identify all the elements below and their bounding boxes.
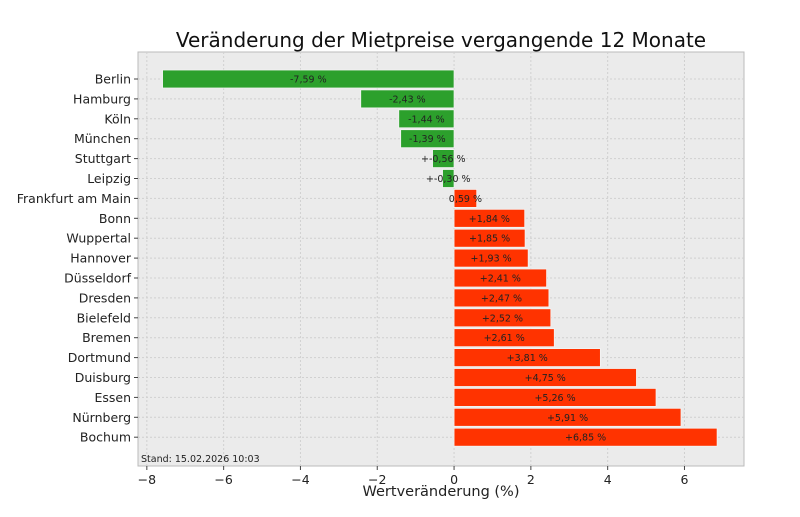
data-label: +3,81 % bbox=[507, 353, 548, 364]
data-label: -7,59 % bbox=[290, 75, 327, 86]
data-label: +2,52 % bbox=[482, 313, 523, 324]
x-tick-label: −6 bbox=[214, 472, 232, 487]
data-label: -2,43 % bbox=[389, 94, 426, 105]
bar-Bonn bbox=[453, 208, 526, 228]
y-tick-label: Berlin bbox=[95, 72, 131, 87]
bar-Düsseldorf bbox=[453, 268, 548, 288]
data-label: +1,85 % bbox=[469, 234, 510, 245]
data-label: 0,59 % bbox=[449, 194, 482, 205]
bar-Berlin bbox=[162, 69, 455, 89]
y-tick-label: Düsseldorf bbox=[64, 271, 131, 286]
data-label: +-0,30 % bbox=[426, 174, 471, 185]
data-label: +5,26 % bbox=[534, 393, 575, 404]
y-tick-label: Hamburg bbox=[73, 91, 131, 106]
x-tick-label: 0 bbox=[450, 472, 458, 487]
y-tick-label: Dortmund bbox=[68, 350, 131, 365]
data-label: +1,93 % bbox=[471, 254, 512, 265]
data-label: -1,39 % bbox=[409, 134, 446, 145]
x-tick-label: 4 bbox=[604, 472, 612, 487]
y-tick-label: Nürnberg bbox=[72, 410, 131, 425]
timestamp-annotation: Stand: 15.02.2026 10:03 bbox=[141, 454, 260, 465]
bar-München bbox=[400, 129, 455, 149]
y-tick-label: Bochum bbox=[80, 430, 131, 445]
bar-Essen bbox=[453, 387, 657, 407]
y-tick-label: Leipzig bbox=[87, 171, 131, 186]
y-tick-label: Köln bbox=[104, 111, 131, 126]
bar-Köln bbox=[398, 109, 455, 129]
data-label: +5,91 % bbox=[547, 413, 588, 424]
data-label: -1,44 % bbox=[408, 114, 445, 125]
y-tick-label: Dresden bbox=[79, 290, 131, 305]
y-tick-label: Stuttgart bbox=[75, 151, 131, 166]
bar-Hamburg bbox=[360, 89, 455, 109]
x-axis-label: Wertveränderung (%) bbox=[363, 484, 520, 500]
data-label: +2,61 % bbox=[484, 333, 525, 344]
y-tick-label: Bonn bbox=[99, 211, 131, 226]
data-label: +2,47 % bbox=[481, 293, 522, 304]
data-label: +2,41 % bbox=[480, 274, 521, 285]
bar-Bielefeld bbox=[453, 308, 552, 328]
y-tick-label: Essen bbox=[94, 390, 131, 405]
bar-Dortmund bbox=[453, 348, 601, 368]
y-tick-label: Wuppertal bbox=[66, 231, 131, 246]
bar-Hannover bbox=[453, 248, 529, 268]
bar-Nürnberg bbox=[453, 407, 682, 427]
bar-Duisburg bbox=[453, 368, 637, 387]
data-label: +6,85 % bbox=[565, 433, 606, 444]
y-tick-label: Duisburg bbox=[75, 370, 131, 385]
x-tick-label: 2 bbox=[527, 472, 535, 487]
y-tick-label: Bremen bbox=[82, 330, 131, 345]
bar-Wuppertal bbox=[453, 228, 526, 248]
y-tick-label: Hannover bbox=[70, 251, 132, 266]
y-tick-label: Bielefeld bbox=[77, 310, 131, 325]
bar-Stuttgart bbox=[432, 149, 455, 169]
x-tick-label: −8 bbox=[138, 472, 156, 487]
bar-Dresden bbox=[453, 288, 550, 308]
x-tick-label: 6 bbox=[680, 472, 688, 487]
y-tick-label: München bbox=[74, 131, 131, 146]
bar-Frankfurt am Main bbox=[453, 188, 478, 208]
bar-Leipzig bbox=[442, 169, 455, 188]
x-tick-label: −2 bbox=[368, 472, 386, 487]
data-label: +1,84 % bbox=[469, 214, 510, 225]
data-label: +4,75 % bbox=[525, 373, 566, 384]
bar-Bochum bbox=[453, 427, 718, 447]
x-tick-label: −4 bbox=[291, 472, 309, 487]
chart-title: Veränderung der Mietpreise vergangende 1… bbox=[176, 28, 706, 52]
y-tick-label: Frankfurt am Main bbox=[17, 191, 131, 206]
data-label: +-0,56 % bbox=[421, 154, 466, 165]
bar-Bremen bbox=[453, 328, 555, 348]
